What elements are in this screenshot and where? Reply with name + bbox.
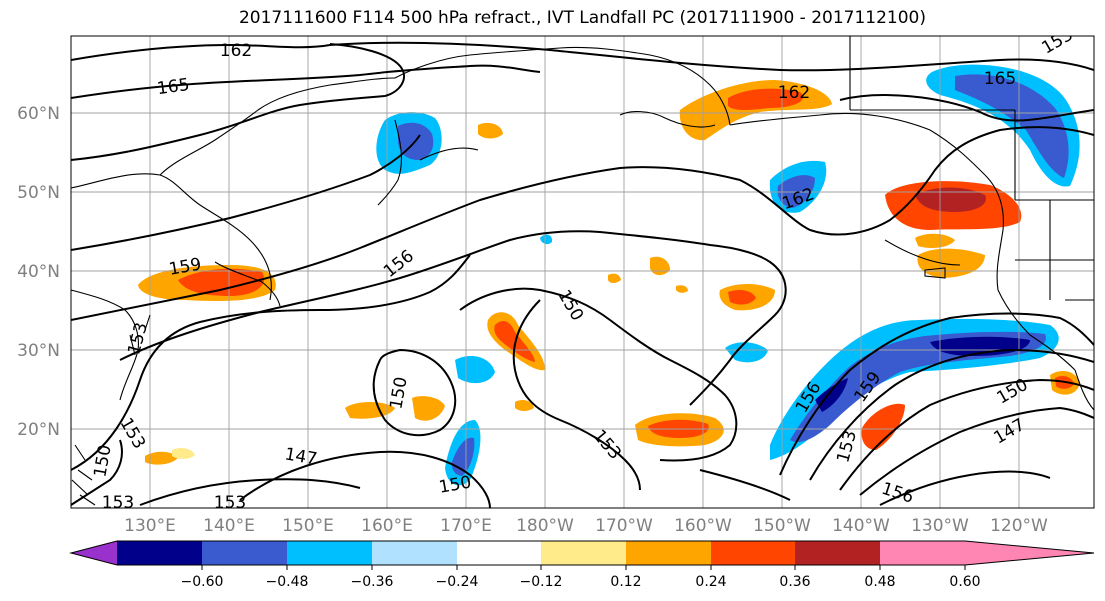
negative-anomaly-gulf-alaska <box>926 64 1080 187</box>
lon-label: 130°E <box>124 516 176 536</box>
lon-label: 180°W <box>516 516 574 536</box>
colorbar-tick-label: −0.36 <box>351 574 394 590</box>
lat-label: 40°N <box>17 262 60 282</box>
colorbar-ticks <box>201 565 966 570</box>
lon-label: 160°W <box>674 516 732 536</box>
colorbar-segment <box>71 541 117 565</box>
contour-label: 165 <box>984 69 1016 89</box>
lon-label: 170°W <box>595 516 653 536</box>
lon-label: 140°W <box>832 516 890 536</box>
colorbar-segment <box>202 541 287 565</box>
colorbar-segment <box>117 541 202 565</box>
coastlines <box>71 36 1094 506</box>
contour-label: 153 <box>102 493 134 513</box>
map-panel: 162 165 162 165 162 159 156 153 150 150 … <box>71 36 1094 513</box>
graticule <box>71 36 1094 508</box>
contour-label: 165 <box>156 75 191 99</box>
contour-label: 162 <box>778 83 810 103</box>
lon-label: 120°W <box>990 516 1048 536</box>
lon-label: 150°E <box>282 516 334 536</box>
colorbar-tick-label: −0.48 <box>266 574 309 590</box>
map-title: 2017111600 F114 500 hPa refract., IVT La… <box>238 8 926 28</box>
lon-label: 130°W <box>911 516 969 536</box>
height-contours <box>71 41 1094 508</box>
colorbar-segment <box>287 541 372 565</box>
colorbar-tick-label: 0.36 <box>779 574 810 590</box>
latitude-labels: 60°N 50°N 40°N 30°N 20°N <box>17 104 60 440</box>
colorbar-segment <box>541 541 626 565</box>
longitude-labels: 130°E 140°E 150°E 160°E 170°E 180°W 170°… <box>124 516 1048 536</box>
lon-label: 160°E <box>361 516 413 536</box>
colorbar-tick-label: −0.60 <box>181 574 224 590</box>
colorbar-segment <box>372 541 457 565</box>
colorbar-segment <box>711 541 795 565</box>
colorbar-tick-label: 0.12 <box>610 574 641 590</box>
lat-label: 30°N <box>17 341 60 361</box>
lat-label: 60°N <box>17 104 60 124</box>
map-frame <box>70 35 1095 509</box>
lon-label: 140°E <box>203 516 255 536</box>
colorbar-tick-label: 0.24 <box>695 574 726 590</box>
contour-label: 153 <box>214 493 246 513</box>
colorbar-outline <box>69 540 1095 566</box>
colorbar-tick-label: −0.24 <box>436 574 479 590</box>
colorbar-tick-label: 0.60 <box>949 574 980 590</box>
colorbar-tick-label: 0.48 <box>864 574 895 590</box>
contour-label: 162 <box>220 41 252 61</box>
lat-label: 20°N <box>17 420 60 440</box>
colorbar-segment <box>457 541 541 565</box>
colorbar-segment <box>965 541 1094 565</box>
lon-label: 170°E <box>440 516 492 536</box>
lon-label: 150°W <box>753 516 811 536</box>
colorbar: −0.60 −0.48 −0.36 −0.24 −0.12 0.12 0.24 … <box>69 540 1095 590</box>
lat-label: 50°N <box>17 183 60 203</box>
colorbar-segment <box>626 541 711 565</box>
colorbar-tick-label: −0.12 <box>520 574 563 590</box>
negative-anomaly-central-pacific <box>455 356 495 384</box>
colorbar-segment <box>795 541 880 565</box>
colorbar-segment <box>880 541 965 565</box>
